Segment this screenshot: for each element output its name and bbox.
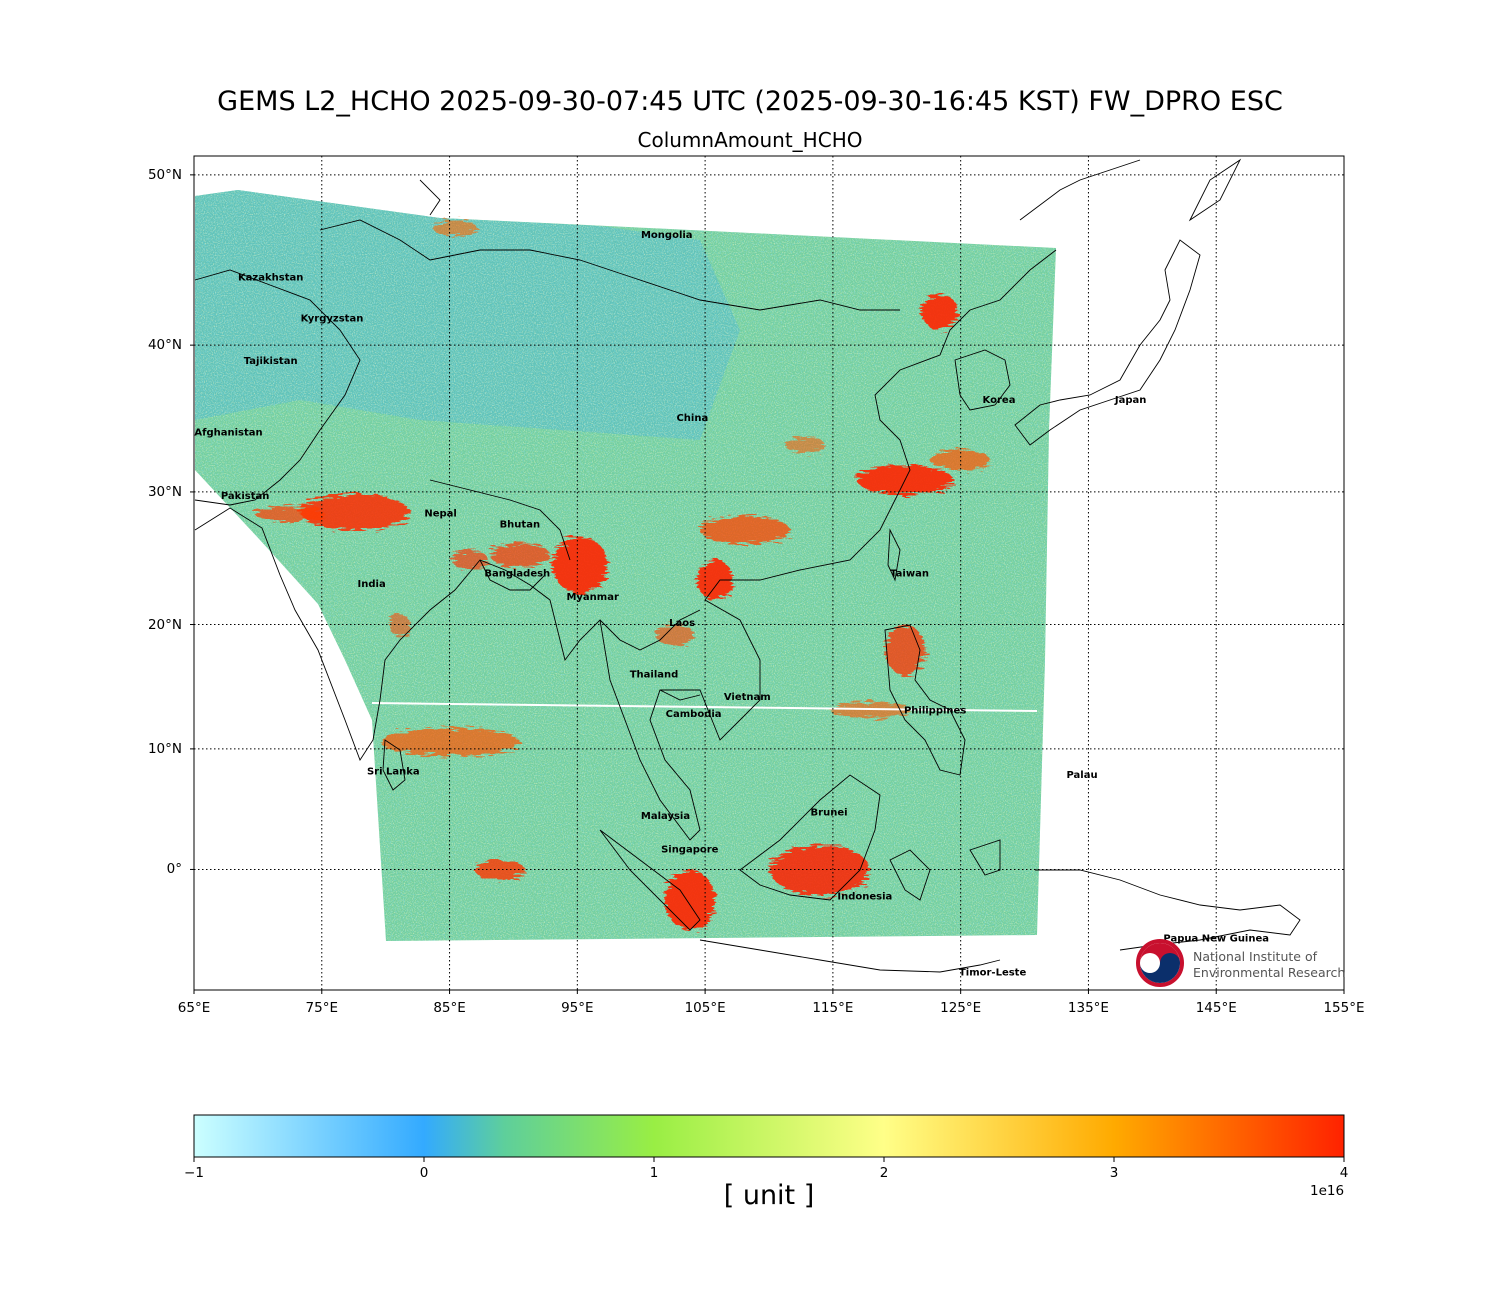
lon-tick-label: 135°E bbox=[1067, 1000, 1109, 1016]
country-label: Timor-Leste bbox=[959, 967, 1027, 978]
lat-tick-label: 10°N bbox=[147, 740, 182, 757]
figure-subtitle: ColumnAmount_HCHO bbox=[637, 128, 863, 152]
country-label: Bhutan bbox=[500, 519, 541, 530]
lat-tick-label: 50°N bbox=[147, 166, 182, 183]
country-labels: Mongolia Kazakhstan Kyrgyzstan Tajikistan Af… bbox=[194, 230, 1269, 978]
country-label: Kazakhstan bbox=[238, 273, 303, 284]
lon-tick-label: 115°E bbox=[812, 1000, 854, 1016]
lat-tick-label: 30°N bbox=[147, 483, 182, 500]
lon-tick-label: 75°E bbox=[305, 1000, 338, 1016]
axis-ticks bbox=[190, 174, 1345, 994]
country-label: Korea bbox=[983, 395, 1016, 406]
country-label: Philippines bbox=[904, 705, 966, 716]
colorbar-tick-label: −1 bbox=[184, 1165, 204, 1181]
country-label: Kyrgyzstan bbox=[301, 313, 364, 324]
map-frame bbox=[193, 155, 1345, 991]
coastlines bbox=[194, 158, 1301, 973]
lon-tick-label: 85°E bbox=[433, 1000, 466, 1016]
country-label: China bbox=[676, 413, 708, 424]
colorbar-tick-label: 2 bbox=[879, 1165, 889, 1181]
country-label: Malaysia bbox=[641, 811, 690, 822]
lon-tick-label: 145°E bbox=[1195, 1000, 1237, 1016]
country-label: Tajikistan bbox=[244, 356, 298, 367]
country-label: Laos bbox=[669, 618, 695, 629]
country-label: Myanmar bbox=[566, 592, 619, 603]
colorbar-unit-label: [ unit ] bbox=[723, 1180, 815, 1211]
colorbar-tick-label: 1 bbox=[649, 1165, 659, 1181]
country-label: Brunei bbox=[811, 807, 848, 818]
colorbar-exponent-label: 1e16 bbox=[1310, 1183, 1345, 1199]
lat-tick-label: 40°N bbox=[147, 337, 182, 354]
lon-tick-label: 125°E bbox=[940, 1000, 982, 1016]
nier-logo-text: National Institute of Environmental Rese… bbox=[1193, 949, 1345, 981]
country-label: Thailand bbox=[630, 669, 679, 680]
country-label: India bbox=[358, 579, 386, 590]
lat-lon-grid bbox=[194, 156, 1344, 990]
colorbar-tick-label: 4 bbox=[1339, 1165, 1349, 1181]
lon-tick-label: 65°E bbox=[177, 1000, 211, 1016]
country-label: Afghanistan bbox=[194, 427, 262, 438]
lat-tick-label: 20°N bbox=[147, 616, 182, 633]
country-label: Singapore bbox=[661, 845, 719, 856]
logo-line-2: Environmental Research bbox=[1193, 965, 1346, 980]
country-label: Cambodia bbox=[666, 709, 722, 720]
country-label: Papua New Guinea bbox=[1163, 934, 1269, 945]
country-label: Palau bbox=[1067, 770, 1098, 781]
country-label: Japan bbox=[1114, 395, 1147, 406]
colorbar-ticks bbox=[193, 1157, 1345, 1162]
colorbar bbox=[193, 1114, 1345, 1158]
lon-tick-label: 155°E bbox=[1323, 1000, 1365, 1016]
lon-tick-label: 105°E bbox=[684, 1000, 726, 1016]
country-label: Bangladesh bbox=[484, 569, 550, 580]
country-label: Sri Lanka bbox=[367, 766, 420, 777]
map-plot-area: Mongolia Kazakhstan Kyrgyzstan Tajikistan Af… bbox=[194, 156, 1344, 990]
country-label: Mongolia bbox=[641, 230, 693, 241]
lat-tick-label: 0° bbox=[166, 861, 182, 878]
country-label: Vietnam bbox=[724, 692, 771, 703]
lon-tick-label: 95°E bbox=[561, 1000, 594, 1016]
figure-title: GEMS L2_HCHO 2025-09-30-07:45 UTC (2025-… bbox=[217, 86, 1283, 117]
colorbar-tick-label: 3 bbox=[1109, 1165, 1119, 1181]
country-label: Taiwan bbox=[890, 569, 929, 580]
country-label: Pakistan bbox=[221, 491, 270, 502]
logo-line-1: National Institute of bbox=[1193, 949, 1317, 964]
nier-logo bbox=[1136, 939, 1184, 987]
swath-gap-line bbox=[371, 702, 1038, 712]
country-label: Indonesia bbox=[837, 891, 892, 902]
country-label: Nepal bbox=[424, 509, 457, 520]
colorbar-tick-label: 0 bbox=[419, 1165, 429, 1181]
